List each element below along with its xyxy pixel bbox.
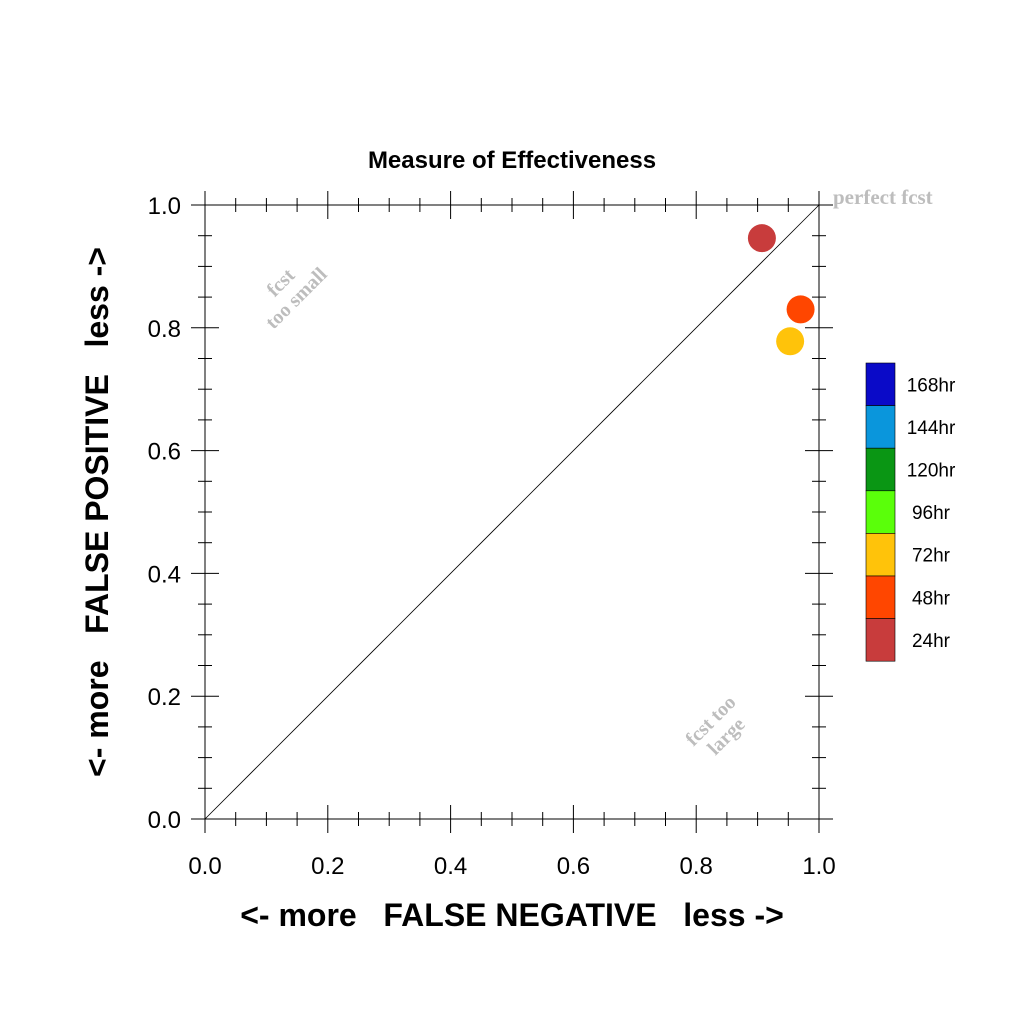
diagonal-line bbox=[204, 204, 820, 820]
legend-label-168hr: 168hr bbox=[907, 375, 956, 396]
y-tick-label: 1.0 bbox=[148, 193, 181, 220]
y-axis: 0.0 0.2 0.4 0.6 0.8 1.0 bbox=[148, 193, 833, 834]
legend-swatch-144hr bbox=[865, 405, 896, 449]
y-axis-label: <- more FALSE POSITIVE less -> bbox=[79, 247, 115, 777]
x-tick-label: 0.8 bbox=[680, 853, 713, 880]
legend-label-96hr: 96hr bbox=[912, 503, 951, 524]
legend-swatch-24hr bbox=[865, 618, 896, 662]
data-points bbox=[747, 224, 815, 356]
data-point-48hr bbox=[786, 295, 815, 324]
annotation-too-small-line2: too small bbox=[261, 263, 331, 333]
x-tick-label: 1.0 bbox=[802, 853, 835, 880]
x-axis-label: <- more FALSE NEGATIVE less -> bbox=[240, 897, 784, 933]
legend-swatch-48hr bbox=[865, 575, 896, 619]
legend-label-144hr: 144hr bbox=[907, 418, 956, 439]
legend-swatch-72hr bbox=[865, 533, 896, 577]
x-tick-label: 0.2 bbox=[311, 853, 344, 880]
x-tick-label: 0.6 bbox=[557, 853, 590, 880]
legend-swatch-96hr bbox=[865, 490, 896, 534]
y-tick-label: 0.4 bbox=[148, 561, 181, 588]
x-tick-label: 0.4 bbox=[434, 853, 467, 880]
legend-label-72hr: 72hr bbox=[912, 546, 951, 567]
y-tick-label: 0.6 bbox=[148, 439, 181, 466]
chart-title: Measure of Effectiveness bbox=[368, 147, 656, 174]
legend-label-120hr: 120hr bbox=[907, 461, 956, 482]
legend-label-24hr: 24hr bbox=[912, 631, 951, 652]
annotation-perfect-fcst: perfect fcst bbox=[833, 185, 933, 209]
x-tick-label: 0.0 bbox=[188, 853, 221, 880]
data-point-24hr bbox=[747, 224, 776, 253]
data-point-72hr bbox=[776, 327, 805, 356]
y-tick-label: 0.0 bbox=[148, 807, 181, 834]
legend-label-48hr: 48hr bbox=[912, 588, 951, 609]
y-tick-label: 0.8 bbox=[148, 316, 181, 343]
x-axis: 0.0 0.2 0.4 0.6 0.8 1.0 bbox=[188, 191, 836, 880]
legend: 168hr 144hr 120hr 96hr 72hr 48hr 24hr bbox=[865, 362, 956, 662]
y-tick-label: 0.2 bbox=[148, 684, 181, 711]
legend-swatch-120hr bbox=[865, 447, 896, 492]
legend-swatch-168hr bbox=[865, 362, 896, 406]
annotations: perfect fcst fcst too small fcst too lar… bbox=[261, 185, 933, 760]
